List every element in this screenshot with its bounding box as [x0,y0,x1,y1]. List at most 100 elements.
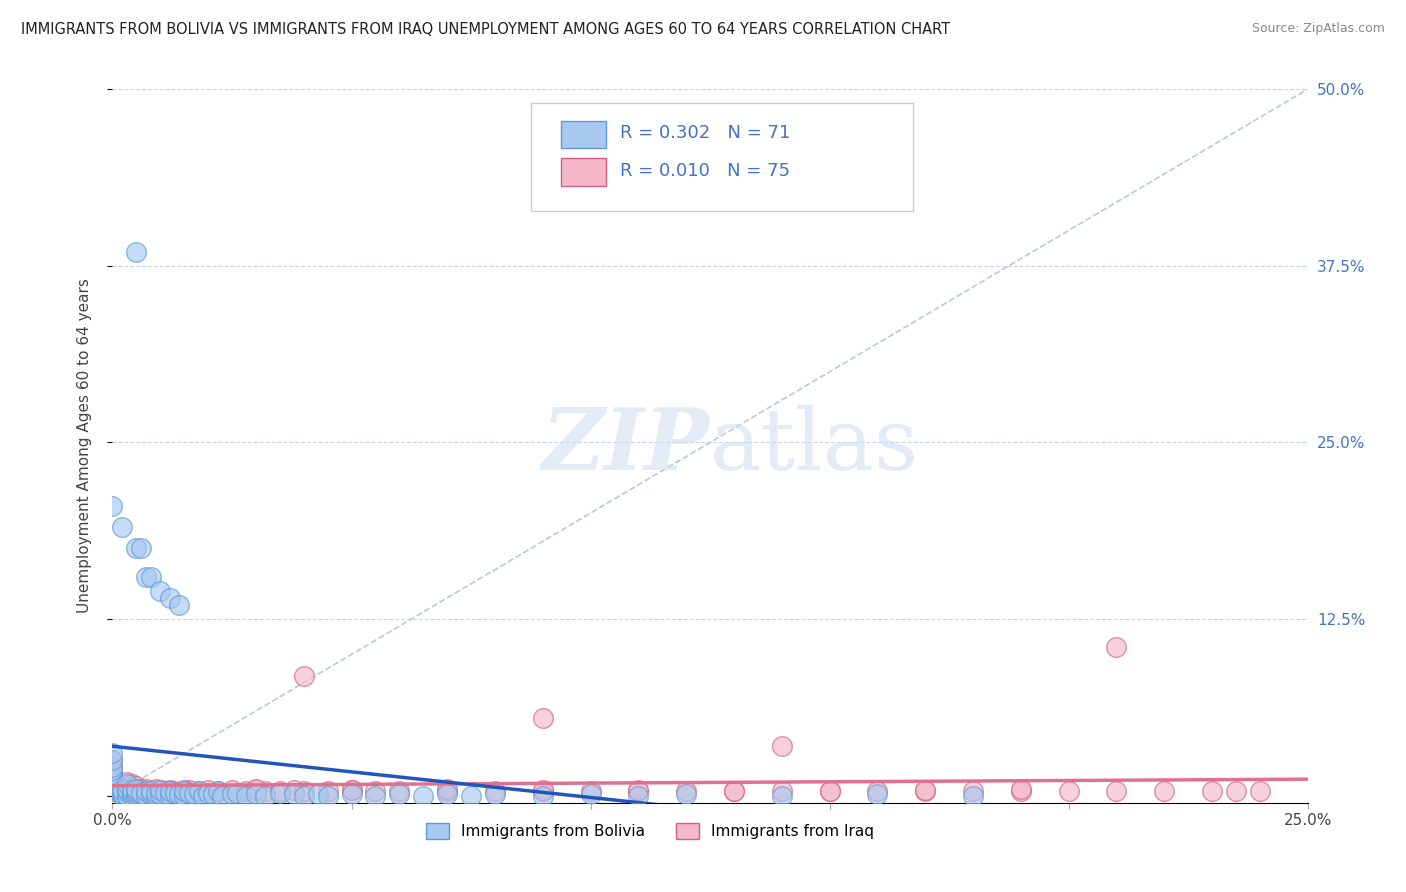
Text: atlas: atlas [710,404,920,488]
Point [292,784,315,798]
Point [173,783,195,797]
Point [1249,784,1271,798]
Point [163,784,186,798]
Point [163,786,186,800]
Point [121,783,143,797]
Point [201,787,224,801]
Point [101,772,124,786]
Point [125,784,148,798]
Point [197,783,219,797]
Point [1010,784,1032,798]
Point [245,783,267,797]
Point [364,789,387,803]
Point [914,784,936,798]
Point [316,784,339,798]
Point [254,789,277,803]
Point [207,784,229,798]
Point [1201,784,1223,798]
Point [125,779,148,793]
Point [211,789,233,803]
Point [173,789,195,803]
Point [1010,781,1032,796]
Point [101,767,124,781]
Point [129,541,152,556]
Point [125,784,148,798]
Point [105,784,128,798]
Point [436,787,458,801]
Point [283,783,305,797]
Point [101,781,124,796]
Point [101,781,124,796]
Text: IMMIGRANTS FROM BOLIVIA VS IMMIGRANTS FROM IRAQ UNEMPLOYMENT AMONG AGES 60 TO 64: IMMIGRANTS FROM BOLIVIA VS IMMIGRANTS FR… [21,22,950,37]
Point [207,784,229,798]
Point [254,784,277,798]
Point [125,781,148,796]
Point [484,787,506,801]
Point [149,583,172,598]
Point [115,789,138,803]
Text: R = 0.010   N = 75: R = 0.010 N = 75 [620,162,790,180]
Point [169,787,191,801]
Point [101,770,124,784]
Point [187,784,209,798]
Point [101,784,124,798]
Point [818,784,841,798]
Point [723,784,745,798]
Point [866,787,889,801]
Point [139,784,162,798]
Point [675,787,697,801]
Point [962,784,984,798]
Point [235,784,257,798]
Point [197,786,219,800]
Point [159,783,181,797]
Point [115,777,138,791]
Point [187,784,209,798]
Point [101,776,124,790]
Point [675,784,697,798]
Point [579,784,602,798]
Point [627,789,650,803]
Point [153,786,176,800]
Point [111,786,134,800]
Point [149,783,172,797]
Point [292,789,315,803]
Point [723,784,745,798]
Point [159,591,181,605]
FancyBboxPatch shape [561,159,606,186]
Point [225,786,247,800]
Point [111,784,134,798]
Point [173,784,195,798]
Point [269,786,291,800]
Point [101,760,124,774]
Point [183,787,205,801]
Point [111,779,134,793]
Point [340,783,363,797]
Point [115,781,138,796]
Point [1105,784,1128,798]
Point [101,779,124,793]
Point [139,784,162,798]
Point [531,783,554,797]
Point [149,783,172,797]
Point [149,787,172,801]
Point [436,784,458,798]
Point [316,789,339,803]
Point [460,789,482,803]
Point [101,747,124,761]
Point [115,774,138,789]
Point [135,570,157,584]
Point [125,786,148,800]
Point [818,784,841,798]
Point [1105,640,1128,655]
Point [115,781,138,796]
Point [193,789,215,803]
Point [245,781,267,796]
Point [770,784,793,798]
Point [125,244,148,259]
Point [129,781,152,796]
Point [139,570,162,584]
Y-axis label: Unemployment Among Ages 60 to 64 years: Unemployment Among Ages 60 to 64 years [77,278,91,614]
Point [125,541,148,556]
Point [866,784,889,798]
Point [1153,784,1175,798]
